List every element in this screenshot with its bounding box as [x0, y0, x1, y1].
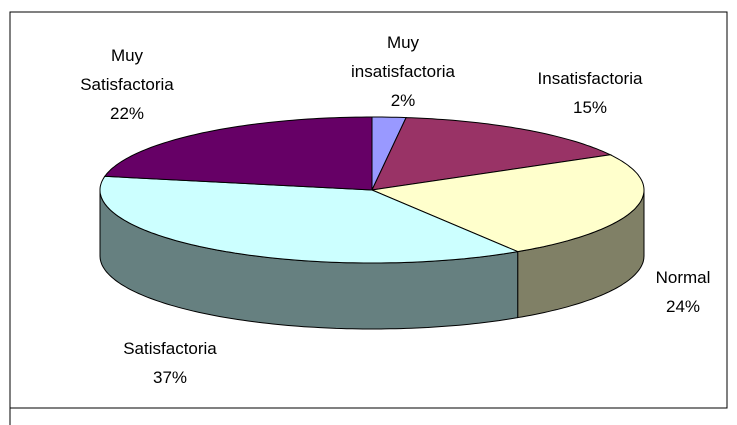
slice	[103, 116, 373, 191]
value-label: 37%	[152, 368, 188, 387]
category-label: Satisfactoria	[123, 339, 217, 358]
frame	[9, 11, 728, 425]
value-label: 22%	[109, 104, 145, 123]
data-label: Satisfactoria 37%	[90, 334, 250, 392]
slice	[371, 117, 613, 191]
data-label: Muy Satisfactoria 22%	[62, 41, 192, 128]
data-label: Normal 24%	[633, 263, 733, 321]
slice	[370, 154, 645, 253]
data-label: Insatisfactoria 15%	[510, 64, 670, 122]
value-label: 24%	[665, 297, 701, 316]
category-label: Muy insatisfactoria	[351, 33, 455, 81]
value-label: 15%	[572, 98, 608, 117]
slice	[99, 175, 520, 264]
data-label: Muy insatisfactoria 2%	[338, 28, 468, 115]
value-label: 2%	[390, 91, 416, 110]
category-label: Muy Satisfactoria	[80, 46, 174, 94]
category-label: Insatisfactoria	[537, 69, 643, 88]
category-label: Normal	[655, 268, 711, 287]
